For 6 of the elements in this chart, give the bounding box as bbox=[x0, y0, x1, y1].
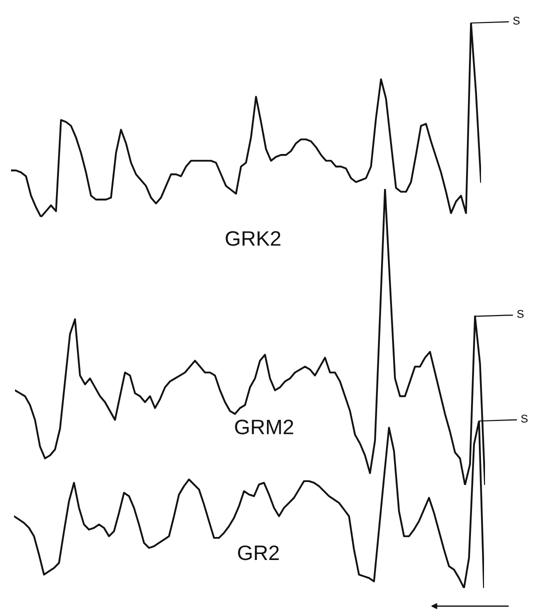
text: S bbox=[513, 16, 520, 25]
text: S bbox=[521, 414, 528, 423]
series-label: GRM2 bbox=[235, 420, 294, 434]
series-label: GR2 bbox=[238, 545, 279, 560]
text: S bbox=[517, 310, 524, 318]
series-label: GRK2 bbox=[226, 231, 280, 246]
